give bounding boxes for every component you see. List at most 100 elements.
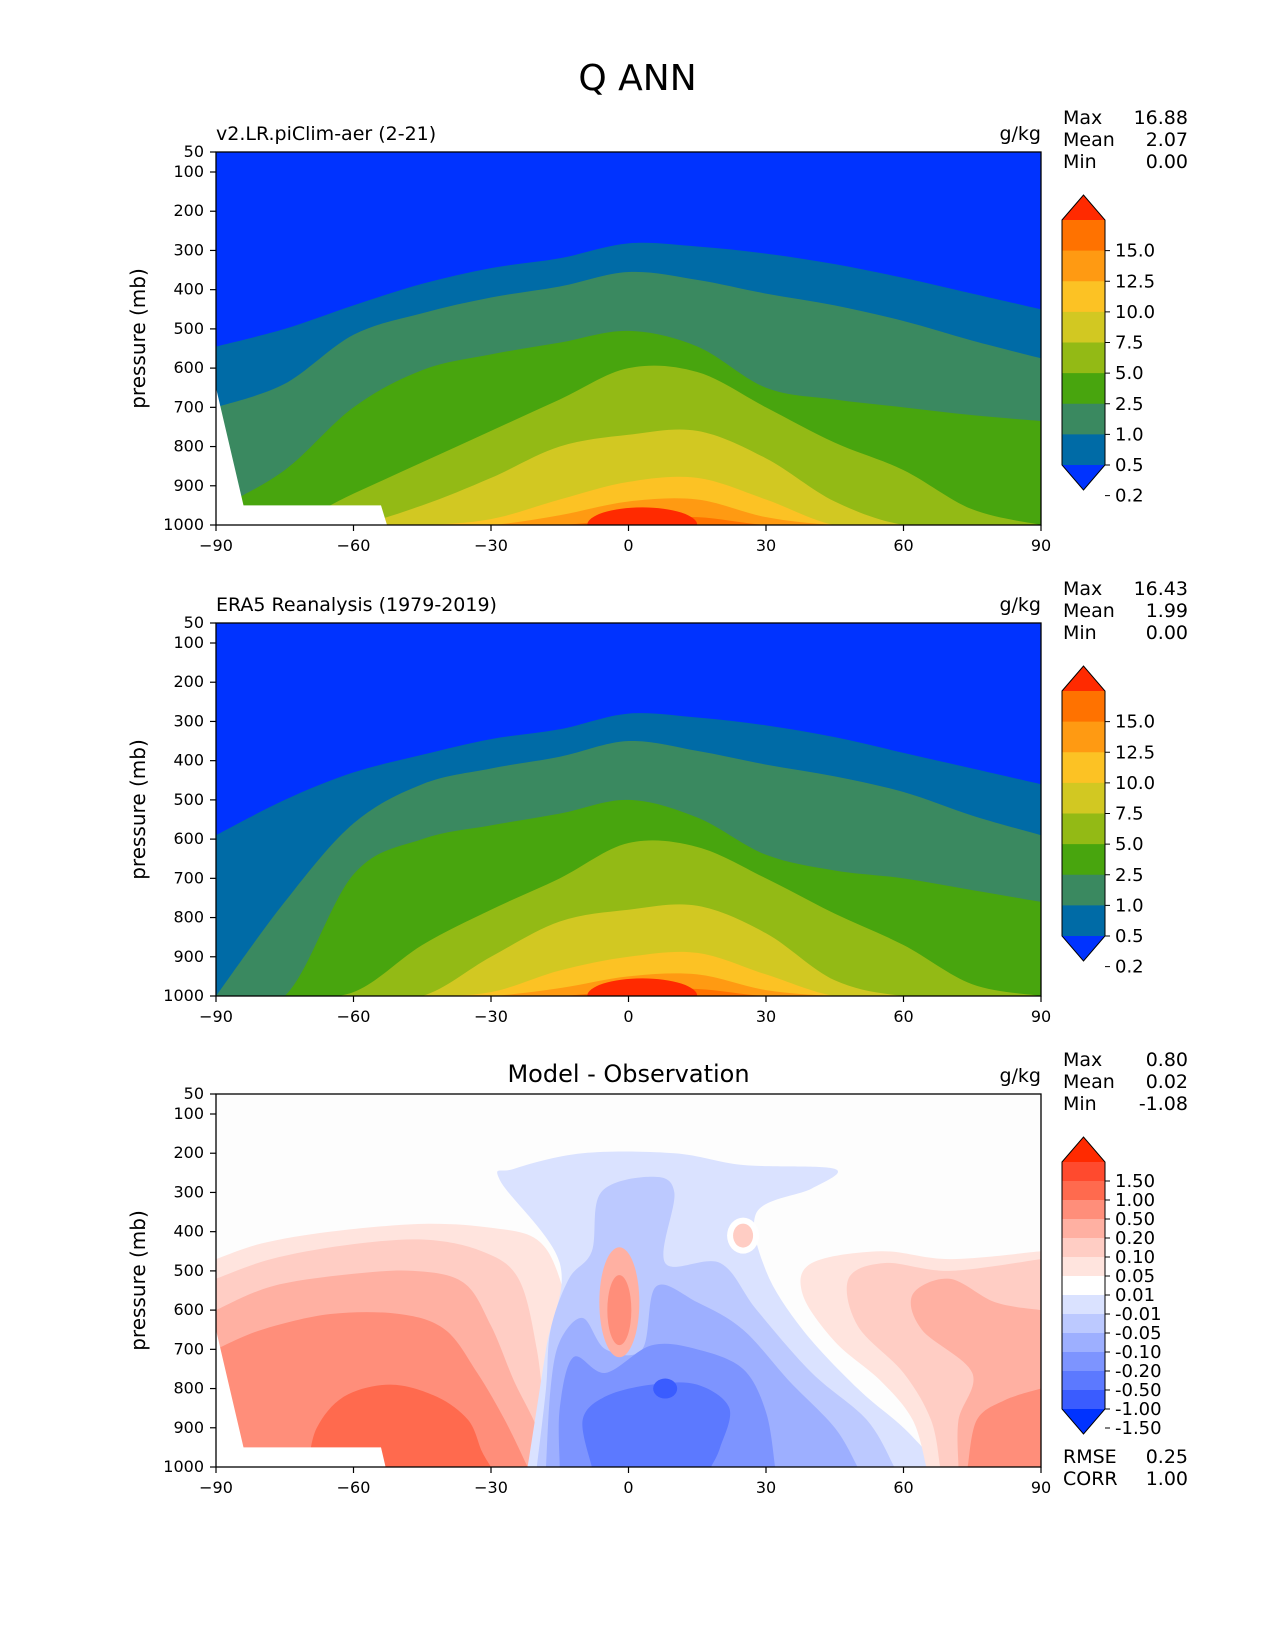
contour-band-7.5 [216,951,1041,996]
x-tick-label: −30 [474,1478,508,1497]
x-tick-label: 60 [893,536,913,555]
stat-label-min: Min [1063,151,1097,173]
colorbar-tick-label: -1.50 [1115,1418,1162,1439]
colorbar-tick-label: 0.10 [1115,1247,1155,1268]
contour-band-5.0 [216,904,1041,996]
y-tick-label: 500 [173,1261,204,1280]
y-tick-label: 600 [173,358,204,377]
y-tick-label: 300 [173,711,204,730]
units-label: g/kg [999,123,1041,145]
y-tick-label: 500 [173,319,204,338]
y-tick-label: 400 [173,280,204,299]
y-tick-label: 50 [184,1084,204,1103]
colorbar-segment [1062,1257,1105,1277]
colorbar-segment [1062,752,1105,784]
y-tick-label: 1000 [163,515,204,534]
positive-anomaly-blob [733,1223,754,1248]
colorbar-segment [1062,813,1105,845]
colorbar-tick-label: 1.00 [1115,1190,1155,1211]
colorbar-tick-label: 1.50 [1115,1171,1155,1192]
y-tick-label: 600 [173,1300,204,1319]
y-tick-label: 400 [173,751,204,770]
contour-band-15.0 [587,978,698,996]
x-tick-label: 90 [1031,1478,1051,1497]
colorbar-segment [1062,1352,1105,1372]
y-tick-label: 700 [173,1339,204,1358]
positive-anomaly-blob [607,1275,632,1346]
y-tick-label: 700 [173,868,204,887]
colorbar-tick-label: 0.2 [1115,957,1144,978]
stat-value-max: 16.43 [1134,578,1188,600]
stat-label-max: Max [1063,1049,1102,1071]
colorbar-segment [1062,721,1105,753]
panel-title: ERA5 Reanalysis (1979-2019) [216,594,497,616]
contour-field [216,1094,1041,1467]
y-tick-label: 700 [173,397,204,416]
x-tick-label: −90 [199,536,233,555]
x-tick-label: −30 [474,1007,508,1026]
stat-value-mean: 1.99 [1146,600,1188,622]
colorbar-segment [1062,373,1105,405]
x-tick-label: −90 [199,1478,233,1497]
colorbar-tick-label: 15.0 [1115,712,1155,733]
x-tick-label: 90 [1031,536,1051,555]
stat-value-corr: 1.00 [1146,1468,1188,1490]
colorbar-segment [1062,1276,1105,1296]
colorbar-tick-label: 15.0 [1115,241,1155,262]
colorbar-tick-label: 7.5 [1115,804,1144,825]
stat-label-min: Min [1063,622,1097,644]
colorbar-segment [1062,691,1105,723]
stat-value-min: -1.08 [1139,1093,1188,1115]
colorbar-tick-label: 7.5 [1115,333,1144,354]
y-tick-label: 900 [173,476,204,495]
y-tick-label: 50 [184,142,204,161]
x-tick-label: 90 [1031,1007,1051,1026]
colorbar-tick-label: -1.00 [1115,1399,1162,1420]
x-tick-label: 60 [893,1007,913,1026]
colorbar-segment [1062,1200,1105,1220]
stat-value-mean: 2.07 [1146,129,1188,151]
positive-anomaly-band [216,1384,491,1467]
colorbar-segment [1062,1314,1105,1334]
x-tick-label: −90 [199,1007,233,1026]
y-tick-label: 200 [173,1143,204,1162]
y-tick-label: 600 [173,829,204,848]
stat-value-max: 0.80 [1146,1049,1188,1071]
contour-field [216,623,1041,996]
colorbar-tick-label: -0.05 [1115,1323,1162,1344]
x-tick-label: −60 [337,536,371,555]
colorbar-segment [1062,782,1105,814]
x-tick-label: 30 [756,1478,776,1497]
y-axis-label: pressure (mb) [126,1210,150,1351]
x-tick-label: 60 [893,1478,913,1497]
colorbar-segment [1062,1390,1105,1410]
colorbar-tick-label: 2.5 [1115,865,1144,886]
colorbar-segment [1062,1181,1105,1201]
missing-data-region [216,1329,386,1467]
y-tick-label: 900 [173,947,204,966]
y-axis-label: pressure (mb) [126,739,150,880]
x-tick-label: −60 [337,1478,371,1497]
stat-value-rmse: 0.25 [1146,1446,1188,1468]
colorbar-tick-label: 0.01 [1115,1285,1155,1306]
y-tick-label: 1000 [163,1457,204,1476]
y-tick-label: 900 [173,1418,204,1437]
colorbar-tick-label: 5.0 [1115,834,1144,855]
colorbar-segment [1062,1295,1105,1315]
colorbar-tick-label: 10.0 [1115,302,1155,323]
colorbar-segment [1062,1371,1105,1391]
colorbar-tick-label: 0.50 [1115,1209,1155,1230]
panel-title: v2.LR.piClim-aer (2-21) [216,123,436,145]
x-tick-label: 0 [623,536,633,555]
contour-field [216,152,1041,525]
x-tick-label: 30 [756,1007,776,1026]
stat-label-mean: Mean [1063,600,1115,622]
y-tick-label: 100 [173,162,204,181]
y-tick-label: 500 [173,790,204,809]
colorbar-tick-label: 0.5 [1115,926,1144,947]
colorbar-segment [1062,1219,1105,1239]
stat-label-max: Max [1063,107,1102,129]
